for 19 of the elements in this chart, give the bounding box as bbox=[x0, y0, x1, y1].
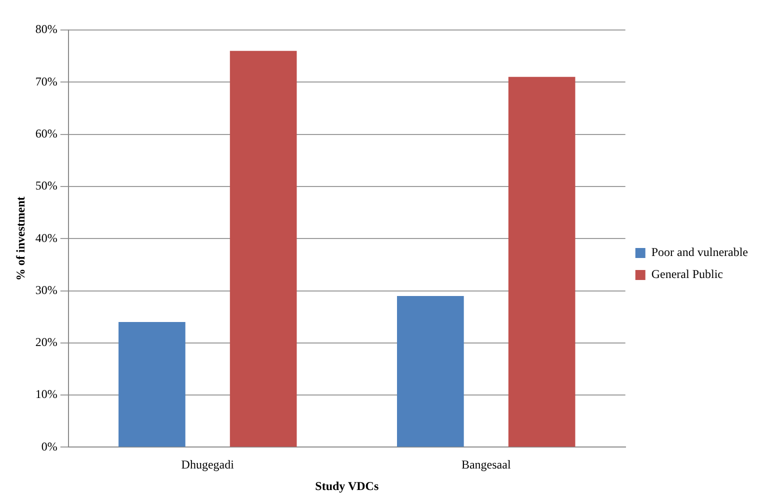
bar bbox=[230, 50, 297, 447]
legend-label: General Public bbox=[651, 267, 724, 282]
legend-label: Poor and vulnerable bbox=[651, 245, 748, 260]
y-tick-label: 50% bbox=[35, 178, 58, 193]
x-tick-label: Dhugegadi bbox=[181, 458, 235, 472]
x-tick-label: Bangesaal bbox=[461, 458, 512, 472]
y-tick-label: 60% bbox=[35, 126, 58, 140]
y-tick-label: 80% bbox=[35, 22, 58, 36]
bar bbox=[118, 322, 186, 447]
bar bbox=[397, 296, 464, 447]
x-axis-title: Study VDCs bbox=[315, 478, 379, 493]
y-tick-label: 30% bbox=[35, 282, 58, 297]
bar bbox=[508, 76, 576, 447]
y-tick-label: 0% bbox=[41, 439, 58, 454]
y-axis-title: % of investment bbox=[13, 196, 28, 281]
y-tick-label: 70% bbox=[35, 74, 58, 88]
y-tick-label: 20% bbox=[35, 335, 58, 350]
y-tick-label: 10% bbox=[35, 387, 58, 402]
y-tick-label: 40% bbox=[35, 230, 58, 245]
